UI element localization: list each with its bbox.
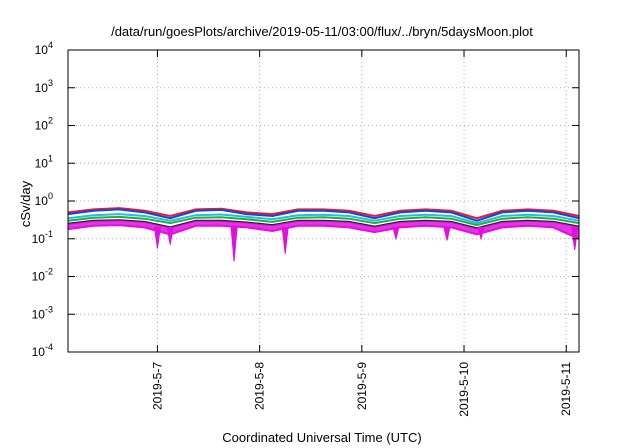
x-tick-label: 2019-5-7 xyxy=(150,362,164,410)
series-line xyxy=(67,213,580,225)
x-tick-label: 2019-5-8 xyxy=(253,362,267,410)
grid xyxy=(68,50,579,352)
series-line xyxy=(67,215,580,227)
y-tick-label: 103 xyxy=(35,78,53,95)
x-axis-label: Coordinated Universal Time (UTC) xyxy=(222,430,421,445)
y-tick-label: 102 xyxy=(35,116,53,133)
y-tick-label: 104 xyxy=(35,40,53,57)
dip-spike xyxy=(230,226,238,262)
series-line xyxy=(67,207,580,220)
dip-spike xyxy=(281,226,289,254)
dip-spike xyxy=(166,226,174,245)
series-line xyxy=(67,208,580,222)
y-tick-label: 10-2 xyxy=(32,267,53,284)
dip-spike xyxy=(392,226,400,241)
y-tick-label: 10-1 xyxy=(32,229,53,246)
x-axis: 2019-5-7 2019-5-8 2019-5-9 2019-5-10 2019-5-… xyxy=(150,50,573,417)
x-tick-label: 2019-5-10 xyxy=(457,362,471,417)
x-tick-label: 2019-5-11 xyxy=(559,362,573,416)
y-tick-label: 100 xyxy=(35,191,53,208)
dip-spike xyxy=(443,226,451,241)
dip-spike xyxy=(153,226,162,249)
series-group xyxy=(67,207,580,262)
y-axis: 10-4 10-3 10-2 10-1 100 101 102 103 104 xyxy=(32,40,579,359)
y-tick-label: 101 xyxy=(35,153,53,170)
y-axis-label: cSv/day xyxy=(18,180,33,227)
series-line xyxy=(67,224,580,240)
chart-title: /data/run/goesPlots/archive/2019-05-11/0… xyxy=(111,24,533,39)
series-band xyxy=(68,220,579,239)
x-tick-label: 2019-5-9 xyxy=(355,362,369,410)
dip-spike xyxy=(477,226,485,241)
y-tick-label: 10-3 xyxy=(32,304,53,321)
y-tick-label: 10-4 xyxy=(32,342,53,359)
